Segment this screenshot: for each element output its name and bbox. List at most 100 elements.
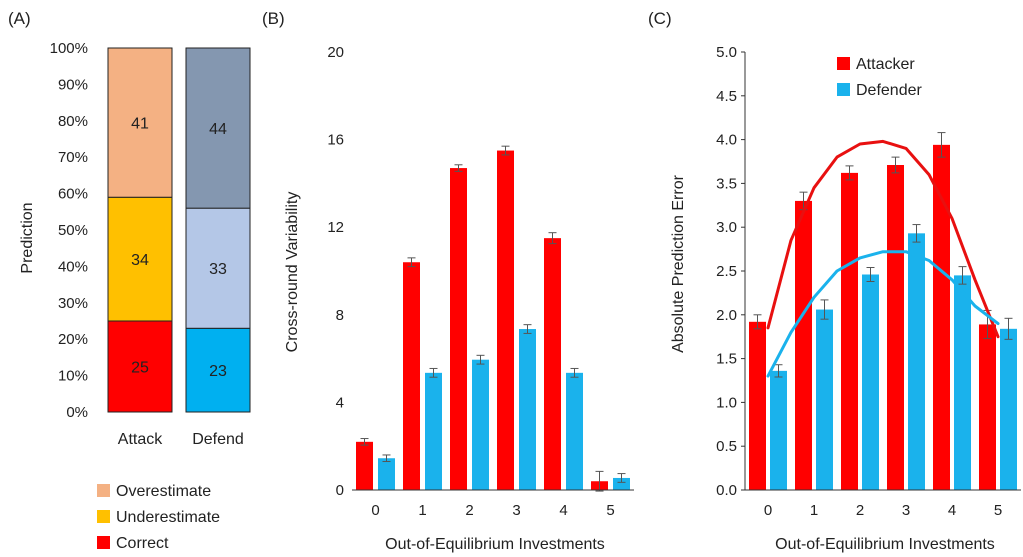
panel-c-bar <box>933 144 950 490</box>
panel-c-bar <box>770 370 787 490</box>
panel-c-y-axis-title: Absolute Prediction Error <box>670 174 687 353</box>
panel-b-y-tick-label: 0 <box>336 482 344 499</box>
panel-a-data-label: 41 <box>131 116 149 133</box>
panel-c-y-tick-label: 2.0 <box>716 307 737 324</box>
panel-b-bar <box>450 168 467 490</box>
panel-c-x-tick-label: 0 <box>764 502 772 519</box>
panel-c-y-tick-label: 1.5 <box>716 351 737 368</box>
panel-c-y-tick-label: 3.0 <box>716 219 737 236</box>
panel-c-x-tick-label: 3 <box>902 502 910 519</box>
panel-b-bar <box>497 150 514 491</box>
panel-c-y-tick-label: 4.5 <box>716 88 737 105</box>
panel-c-trend-curve <box>766 139 1000 339</box>
legend-label: Attacker <box>856 56 915 73</box>
panel-c-y-tick-label: 4.0 <box>716 132 737 149</box>
panel-b-label: (B) <box>262 9 285 28</box>
panel-c-y-tick-label: 1.0 <box>716 394 737 411</box>
panel-c-label: (C) <box>648 9 672 28</box>
panel-b-bar <box>566 372 583 490</box>
panel-c-chart: (C) Absolute Prediction Error Out-of-Equ… <box>648 9 1021 553</box>
legend-swatch <box>97 536 110 549</box>
panel-b-y-tick-label: 8 <box>336 307 344 324</box>
panel-a-y-tick-label: 0% <box>66 404 88 421</box>
panel-b-bar <box>378 458 395 490</box>
panel-a-y-tick-label: 100% <box>50 40 88 57</box>
panel-b-chart: (B) Cross-round Variability Out-of-Equil… <box>262 9 634 553</box>
panel-b-bar <box>613 477 630 490</box>
panel-a-label: (A) <box>8 9 31 28</box>
panel-a-bar-segment <box>185 47 251 209</box>
panel-b-y-tick-label: 4 <box>336 394 344 411</box>
panel-a-y-tick-label: 20% <box>58 331 88 348</box>
panel-a-y-tick-label: 40% <box>58 258 88 275</box>
panel-b-y-axis-title: Cross-round Variability <box>284 192 301 353</box>
panel-a-chart: (A) Prediction 0% 10% 20% 30% 40% 50% 60% 70% 80… <box>8 9 251 552</box>
panel-a-x-tick-label: Attack <box>118 431 163 448</box>
panel-c-x-tick-label: 4 <box>948 502 956 519</box>
panel-a-data-label: 33 <box>209 261 227 278</box>
panel-b-bar <box>519 329 536 490</box>
panel-c-trend-curve <box>766 250 1000 378</box>
panel-a-data-label: 44 <box>209 121 227 138</box>
panel-a-bar-segment <box>185 327 251 413</box>
panel-b-x-tick-label: 1 <box>418 502 426 519</box>
panel-c-bar <box>749 321 766 490</box>
panel-b-y-tick-label: 20 <box>327 44 344 61</box>
panel-a-y-tick-label: 90% <box>58 76 88 93</box>
panel-c-bar <box>862 274 879 490</box>
panel-c-x-tick-label: 1 <box>810 502 818 519</box>
panel-b-x-axis-title: Out-of-Equilibrium Investments <box>385 536 605 553</box>
panel-a-bar-segment <box>185 207 251 329</box>
panel-a-data-label: 25 <box>131 360 149 377</box>
panel-b-x-tick-label: 2 <box>465 502 473 519</box>
panel-c-bar <box>795 200 812 491</box>
panel-c-bar <box>841 172 858 490</box>
panel-a-y-tick-label: 10% <box>58 368 88 385</box>
panel-a-y-tick-label: 80% <box>58 113 88 130</box>
panel-b-bar <box>472 359 489 490</box>
panel-a-data-label: 34 <box>131 252 149 269</box>
panel-c-x-tick-label: 5 <box>994 502 1002 519</box>
panel-b-bar <box>425 372 442 490</box>
panel-b-y-tick-label: 12 <box>327 219 344 236</box>
panel-a-bar-segment <box>107 320 173 413</box>
panel-a-y-tick-label: 30% <box>58 295 88 312</box>
panel-a-y-tick-label: 70% <box>58 149 88 166</box>
panel-c-x-axis-title: Out-of-Equilibrium Investments <box>775 536 995 553</box>
legend-label: Underestimate <box>116 509 220 526</box>
panel-c-y-tick-label: 0.5 <box>716 438 737 455</box>
legend-swatch <box>97 484 110 497</box>
panel-b-y-tick-label: 16 <box>327 132 344 149</box>
panel-a-y-tick-label: 60% <box>58 186 88 203</box>
panel-a-bar-segment <box>107 196 173 322</box>
panel-a-y-axis-title: Prediction <box>19 202 36 273</box>
panel-c-y-tick-label: 5.0 <box>716 44 737 61</box>
panel-b-x-tick-label: 0 <box>371 502 379 519</box>
panel-c-y-tick-label: 0.0 <box>716 482 737 499</box>
panel-b-bar <box>356 441 373 490</box>
legend-swatch <box>837 57 850 70</box>
legend-label: Defender <box>856 82 922 99</box>
panel-c-bar <box>979 324 996 490</box>
panel-c-bar <box>954 275 971 490</box>
panel-b-x-tick-label: 5 <box>606 502 614 519</box>
panel-a-bar-segment <box>107 47 173 198</box>
legend-swatch <box>837 83 850 96</box>
panel-c-bar <box>816 309 833 490</box>
panel-c-bar <box>1000 328 1017 490</box>
legend-swatch <box>97 510 110 523</box>
panel-c-x-tick-label: 2 <box>856 502 864 519</box>
panel-b-bar <box>544 238 561 490</box>
panel-b-bar <box>403 262 420 490</box>
panel-c-bar <box>908 233 925 490</box>
legend-label: Correct <box>116 535 169 552</box>
panel-c-y-tick-label: 2.5 <box>716 263 737 280</box>
panel-b-x-tick-label: 3 <box>512 502 520 519</box>
panel-a-x-tick-label: Defend <box>192 431 244 448</box>
panel-c-bar <box>887 165 904 490</box>
panel-a-y-tick-label: 50% <box>58 222 88 239</box>
legend-label: Overestimate <box>116 483 211 500</box>
panel-c-y-tick-label: 3.5 <box>716 175 737 192</box>
panel-b-x-tick-label: 4 <box>559 502 567 519</box>
